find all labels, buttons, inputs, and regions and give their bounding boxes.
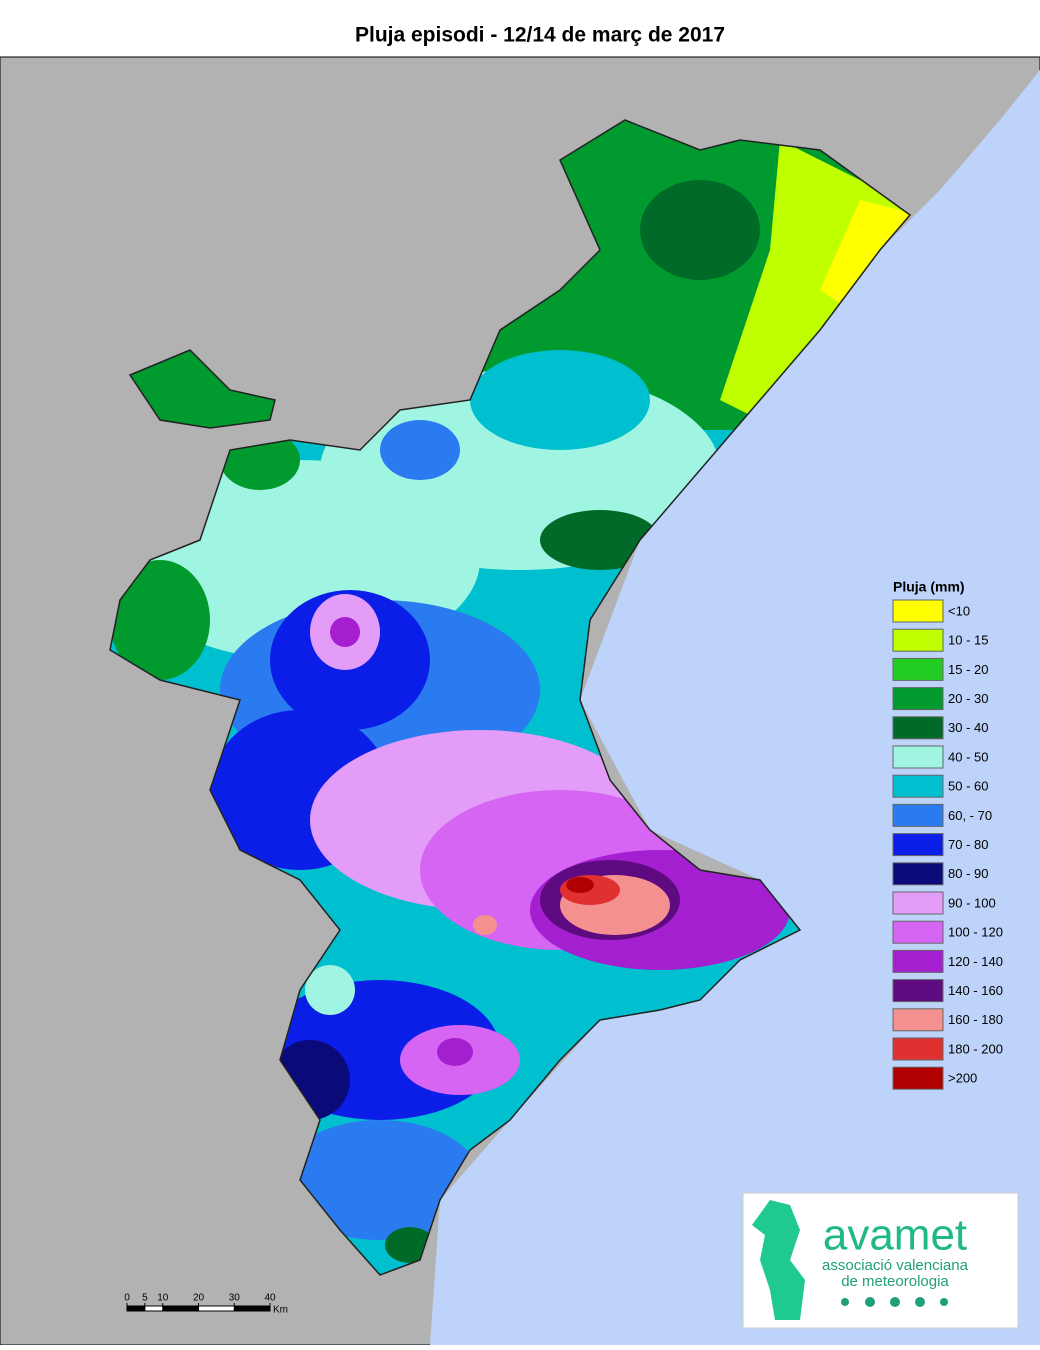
legend-swatch xyxy=(892,979,944,1003)
legend-label: 30 - 40 xyxy=(948,720,988,735)
legend-swatch xyxy=(892,833,944,857)
legend-label: 160 - 180 xyxy=(948,1012,1003,1027)
legend-swatch xyxy=(892,949,944,973)
legend-label: <10 xyxy=(948,603,970,618)
logo-icons xyxy=(841,1297,948,1307)
legend-swatch xyxy=(892,862,944,886)
legend-label: 120 - 140 xyxy=(948,954,1003,969)
logo-name: avamet xyxy=(823,1211,967,1260)
legend-label: 15 - 20 xyxy=(948,662,988,677)
legend: Pluja (mm) <10 10 - 15 15 - 20 20 - 30 30 - … xyxy=(892,579,1003,1090)
legend-swatch xyxy=(892,687,944,711)
legend-swatch xyxy=(892,1008,944,1032)
scale-label: 40 xyxy=(264,1293,276,1304)
legend-label: 140 - 160 xyxy=(948,983,1003,998)
legend-label: 10 - 15 xyxy=(948,633,988,648)
scale-segment xyxy=(127,1306,145,1311)
legend-swatch xyxy=(892,745,944,769)
legend-swatch xyxy=(892,774,944,798)
legend-swatch xyxy=(892,599,944,623)
legend-label: 20 - 30 xyxy=(948,691,988,706)
legend-label: 70 - 80 xyxy=(948,837,988,852)
scale-label: 30 xyxy=(229,1293,241,1304)
legend-label: 90 - 100 xyxy=(948,895,996,910)
logo-line: associació valenciana xyxy=(822,1257,969,1274)
legend-label: 100 - 120 xyxy=(948,925,1003,940)
legend-swatch xyxy=(892,803,944,827)
logo-line: de meteorologia xyxy=(841,1273,949,1290)
legend-swatch xyxy=(892,1066,944,1090)
legend-swatch xyxy=(892,891,944,915)
legend-swatch xyxy=(892,657,944,681)
legend-label: 60, - 70 xyxy=(948,808,992,823)
scale-segment xyxy=(234,1306,270,1311)
logo: avamet associació valenciana de meteorol… xyxy=(742,1192,1019,1329)
logo-shape xyxy=(752,1200,805,1320)
scale-label: 0 xyxy=(124,1293,130,1304)
map xyxy=(0,56,1040,1346)
title: Pluja episodi - 12/14 de març de 2017 xyxy=(355,24,725,47)
legend-label: 80 - 90 xyxy=(948,866,988,881)
legend-swatch xyxy=(892,920,944,944)
legend-swatch xyxy=(892,716,944,740)
scale-label: 20 xyxy=(193,1293,205,1304)
legend-swatch xyxy=(892,628,944,652)
scale-label: 10 xyxy=(157,1293,169,1304)
legend-label: 50 - 60 xyxy=(948,779,988,794)
legend-label: >200 xyxy=(948,1071,977,1086)
legend-swatch xyxy=(892,1037,944,1061)
scale-unit: Km xyxy=(273,1305,288,1316)
legend-label: 40 - 50 xyxy=(948,749,988,764)
legend-title: Pluja (mm) xyxy=(893,579,965,595)
legend-label: 180 - 200 xyxy=(948,1041,1003,1056)
scale-segment xyxy=(162,1306,199,1311)
scale-label: 5 xyxy=(142,1293,148,1304)
